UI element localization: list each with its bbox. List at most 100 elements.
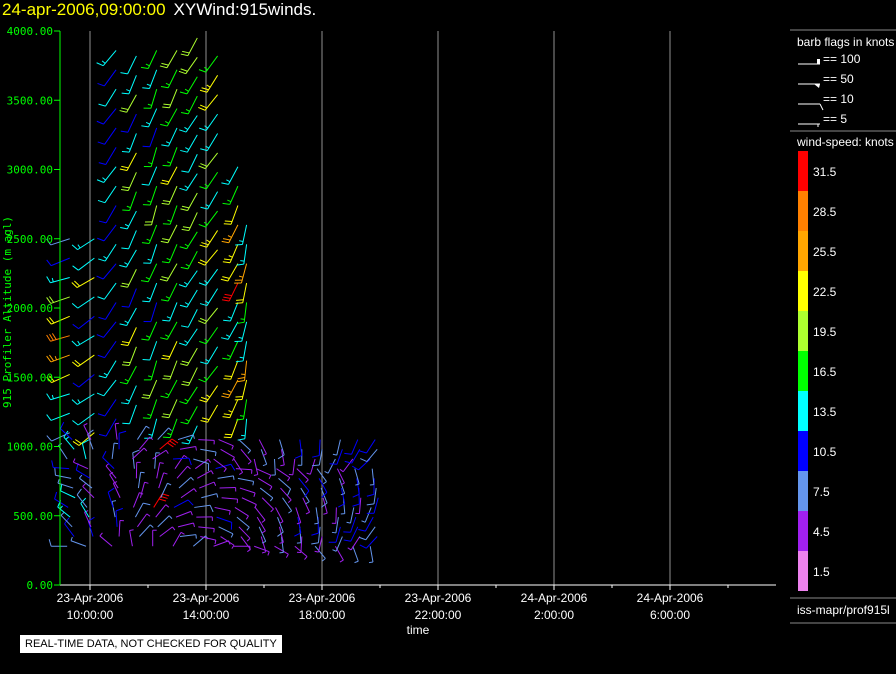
wind-barb	[221, 224, 239, 244]
wind-barb	[332, 536, 343, 552]
x-tick-date: 23-Apr-2006	[405, 591, 472, 605]
chart-title: 24-apr-2006,09:00:00 XYWind:915winds.	[2, 0, 316, 20]
wind-barb	[119, 249, 137, 268]
color-swatch	[798, 351, 808, 391]
wind-barb	[200, 133, 219, 152]
wind-barb	[366, 497, 379, 514]
wind-barb	[120, 327, 137, 347]
color-swatch	[798, 431, 808, 471]
wind-barb	[72, 374, 95, 388]
wind-barb	[143, 302, 158, 323]
wind-barb	[220, 263, 239, 282]
wind-barb	[199, 75, 219, 93]
wind-barb	[179, 386, 198, 405]
wind-barb	[347, 536, 361, 551]
wind-barb	[120, 55, 137, 75]
wind-barb	[157, 515, 173, 528]
wind-barb	[238, 526, 251, 542]
wind-barb	[331, 507, 337, 524]
wind-barb	[236, 244, 248, 266]
wind-barb	[159, 526, 176, 537]
wind-barb	[153, 493, 170, 508]
wind-barb	[135, 461, 141, 479]
wind-barb	[172, 457, 192, 466]
wind-barb	[277, 439, 285, 460]
x-tick-time: 14:00:00	[183, 608, 230, 622]
wind-barb	[332, 439, 341, 456]
wind-barb	[199, 288, 219, 307]
wind-barb	[143, 89, 158, 109]
y-tick-label: 1500.00	[7, 371, 53, 384]
wind-barb	[172, 531, 185, 547]
wind-barb	[114, 422, 120, 440]
wind-barb	[141, 166, 158, 186]
wind-barb	[359, 536, 378, 549]
wind-barb	[220, 448, 235, 461]
color-swatch	[798, 191, 808, 231]
wind-barb	[71, 335, 95, 347]
wind-barb	[78, 474, 93, 489]
wind-barb	[294, 517, 302, 537]
wind-barb	[233, 545, 251, 551]
wind-barb	[134, 502, 151, 518]
wind-barb	[180, 488, 197, 499]
wind-barb	[159, 438, 179, 450]
wind-barb	[198, 210, 218, 228]
wind-barb	[98, 88, 117, 107]
wind-barb	[277, 516, 284, 537]
wind-barb	[119, 365, 137, 385]
wind-barb	[141, 108, 158, 128]
wind-barb	[97, 399, 117, 417]
wind-barb	[70, 536, 87, 547]
wind-barb	[139, 481, 149, 498]
wind-barb	[278, 477, 292, 496]
wind-barb	[72, 458, 89, 470]
x-tick-date: 24-Apr-2006	[637, 591, 704, 605]
barb-legend-title: barb flags in knots	[797, 35, 894, 49]
wind-barb	[141, 321, 158, 341]
wind-barb	[271, 458, 276, 476]
wind-barb	[234, 321, 248, 343]
wind-barb	[352, 546, 359, 564]
wind-barb	[46, 257, 70, 267]
wind-barb	[152, 529, 157, 547]
wind-barb	[60, 421, 73, 440]
wind-barb	[198, 526, 215, 533]
wind-barb	[331, 517, 339, 534]
wind-barb	[198, 268, 219, 286]
x-tick-time: 6:00:00	[650, 608, 690, 622]
y-axis-label: 915 Profiler Altitude (m agl)	[1, 216, 14, 408]
wind-barb	[129, 529, 134, 547]
wind-barb	[98, 302, 117, 320]
wind-barb	[235, 341, 248, 363]
wind-barb	[180, 95, 198, 115]
wind-barb	[280, 487, 292, 503]
wind-barb	[241, 497, 257, 509]
wind-barb	[237, 360, 248, 383]
wind-barb	[254, 545, 270, 556]
wind-barb	[354, 468, 360, 486]
wind-barb	[71, 393, 95, 405]
wind-barb	[360, 448, 378, 462]
color-swatch	[798, 511, 808, 551]
wind-barb	[87, 516, 95, 537]
wind-barb	[121, 346, 137, 366]
title-date: 24-apr-2006,09:00:00	[2, 0, 166, 19]
wind-barb	[235, 468, 253, 474]
x-tick-time: 22:00:00	[415, 608, 462, 622]
wind-barb	[199, 481, 217, 489]
wind-barb	[97, 185, 117, 204]
quality-notice: REAL-TIME DATA, NOT CHECKED FOR QUALITY	[20, 635, 282, 653]
wind-barb	[72, 432, 95, 446]
wind-barb	[96, 379, 117, 397]
wind-barb	[221, 282, 239, 302]
wind-barb	[102, 450, 115, 470]
wind-barb	[46, 276, 70, 284]
color-swatch	[798, 551, 808, 591]
wind-barb	[344, 449, 361, 464]
x-tick-time: 2:00:00	[534, 608, 574, 622]
wind-barb	[72, 412, 95, 426]
wind-barb	[109, 471, 119, 489]
barb-legend-item: == 5	[798, 112, 847, 127]
wind-barb	[198, 152, 218, 170]
